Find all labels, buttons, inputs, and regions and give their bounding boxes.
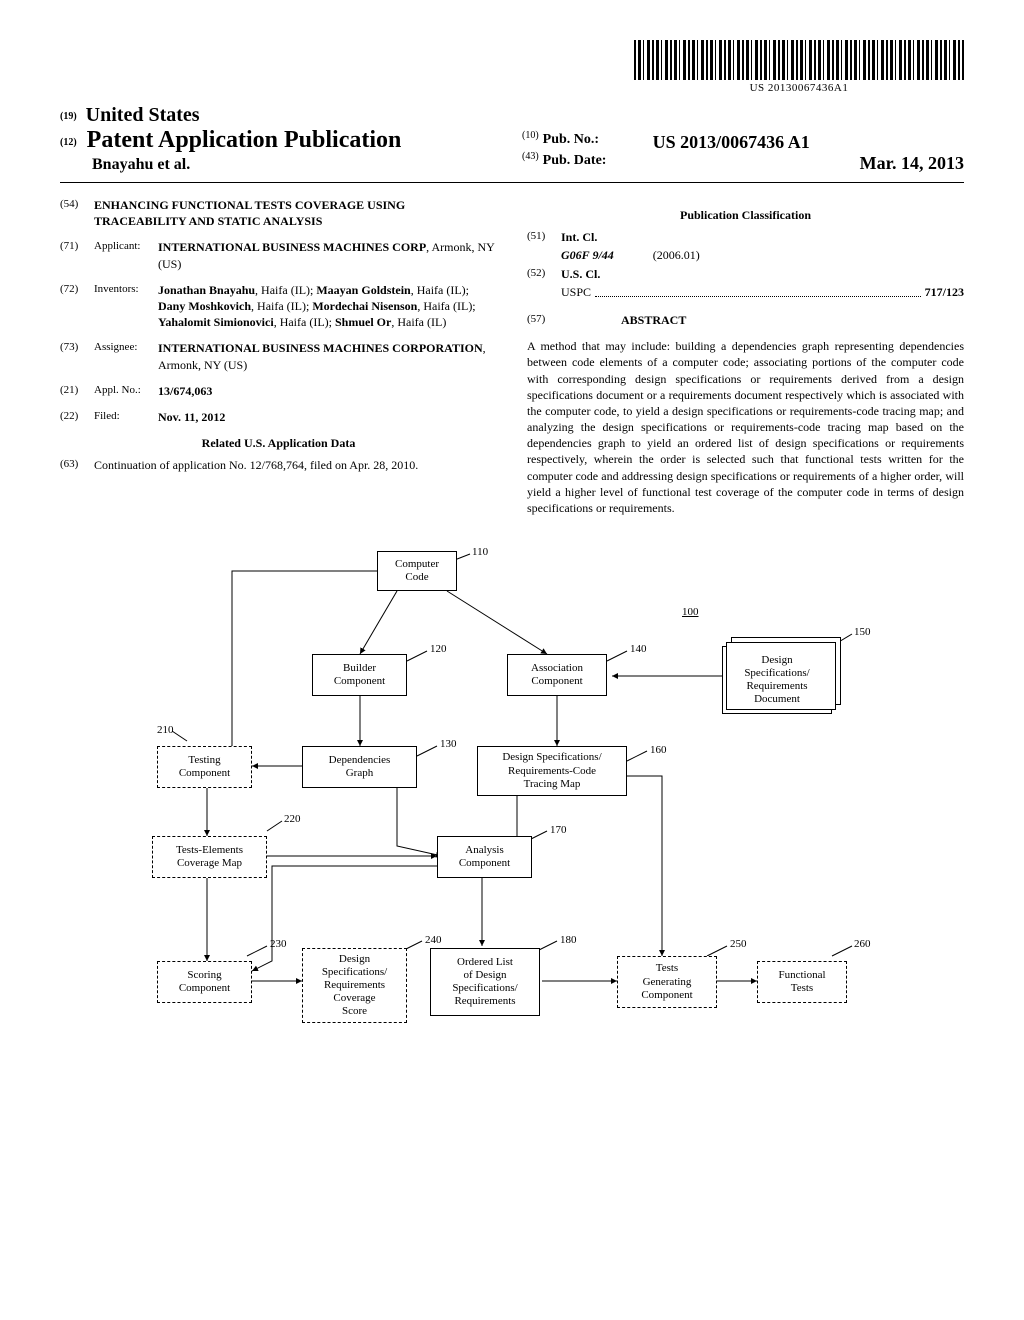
ref-210: 210	[157, 724, 174, 736]
title-num: (54)	[60, 197, 94, 229]
barcode	[634, 40, 964, 80]
left-column: (54) ENHANCING FUNCTIONAL TESTS COVERAGE…	[60, 197, 497, 516]
applicant-num: (71)	[60, 239, 94, 271]
abstract-label: ABSTRACT	[621, 312, 686, 328]
related-title: Related U.S. Application Data	[60, 435, 497, 451]
country-prefix: (19)	[60, 111, 77, 122]
ref-230: 230	[270, 938, 287, 950]
node-design-doc: DesignSpecifications/RequirementsDocumen…	[722, 646, 832, 714]
node-tracing-map: Design Specifications/Requirements-CodeT…	[477, 746, 627, 796]
pubno-value: US 2013/0067436 A1	[653, 132, 810, 153]
ref-170: 170	[550, 824, 567, 836]
uspc-label: USPC	[561, 284, 591, 300]
barcode-text: US 20130067436A1	[634, 82, 964, 94]
ref-260: 260	[854, 938, 871, 950]
bibliographic-columns: (54) ENHANCING FUNCTIONAL TESTS COVERAGE…	[60, 197, 964, 516]
filed-label: Filed:	[94, 409, 158, 425]
node-functional-tests: FunctionalTests	[757, 961, 847, 1003]
continuation-num: (63)	[60, 457, 94, 473]
pub-prefix: (12)	[60, 137, 77, 148]
intcl-num: (51)	[527, 229, 561, 245]
appl-label: Appl. No.:	[94, 383, 158, 399]
intcl-date: (2006.01)	[653, 248, 700, 262]
ref-120: 120	[430, 643, 447, 655]
pubdate-prefix: (43)	[522, 151, 539, 172]
assignee-name: INTERNATIONAL BUSINESS MACHINES CORPORAT…	[158, 341, 483, 355]
uscl-label: U.S. Cl.	[561, 266, 964, 282]
classification-title: Publication Classification	[527, 207, 964, 223]
inventors-list: Jonathan Bnayahu, Haifa (IL); Maayan Gol…	[158, 282, 497, 331]
ref-110: 110	[472, 546, 488, 558]
node-builder: BuilderComponent	[312, 654, 407, 696]
barcode-section: US 20130067436A1	[60, 40, 964, 94]
ref-150: 150	[854, 626, 871, 638]
uspc-value: 717/123	[925, 284, 964, 300]
country-name: United States	[86, 104, 200, 126]
inventors-num: (72)	[60, 282, 94, 331]
node-scoring: ScoringComponent	[157, 961, 252, 1003]
node-coverage-map: Tests-ElementsCoverage Map	[152, 836, 267, 878]
ref-220: 220	[284, 813, 301, 825]
header-row: (19) United States (12) Patent Applicati…	[60, 104, 964, 174]
filed-value: Nov. 11, 2012	[158, 409, 497, 425]
ref-140: 140	[630, 643, 647, 655]
node-computer-code: ComputerCode	[377, 551, 457, 591]
node-coverage-score: DesignSpecifications/RequirementsCoverag…	[302, 948, 407, 1023]
node-dependencies: DependenciesGraph	[302, 746, 417, 788]
applicant-name: INTERNATIONAL BUSINESS MACHINES CORP	[158, 240, 426, 254]
abstract-num: (57)	[527, 312, 561, 328]
intcl-code: G06F 9/44	[561, 248, 614, 262]
ref-240: 240	[425, 934, 442, 946]
ref-160: 160	[650, 744, 667, 756]
assignee-num: (73)	[60, 340, 94, 372]
abstract-text: A method that may include: building a de…	[527, 338, 964, 516]
node-testing: TestingComponent	[157, 746, 252, 788]
diagram: 100 ComputerCode 110 BuilderComponent 12…	[152, 546, 872, 1076]
pubno-prefix: (10)	[522, 130, 539, 151]
assignee-label: Assignee:	[94, 340, 158, 372]
node-association: AssociationComponent	[507, 654, 607, 696]
continuation-text: Continuation of application No. 12/768,7…	[94, 457, 497, 473]
inventors-label: Inventors:	[94, 282, 158, 331]
pubdate-label: Pub. Date:	[543, 153, 653, 174]
filed-num: (22)	[60, 409, 94, 425]
applicant-label: Applicant:	[94, 239, 158, 271]
appl-value: 13/674,063	[158, 383, 497, 399]
node-tests-gen: TestsGeneratingComponent	[617, 956, 717, 1008]
appl-num-code: (21)	[60, 383, 94, 399]
dots-leader	[595, 287, 921, 297]
invention-title: ENHANCING FUNCTIONAL TESTS COVERAGE USIN…	[94, 197, 497, 229]
ref-100: 100	[682, 606, 699, 618]
pubdate-value: Mar. 14, 2013	[860, 153, 964, 174]
right-column: Publication Classification (51) Int. Cl.…	[527, 197, 964, 516]
pub-title: Patent Application Publication	[87, 127, 402, 153]
intcl-label: Int. Cl.	[561, 229, 964, 245]
node-ordered-list: Ordered Listof DesignSpecifications/Requ…	[430, 948, 540, 1016]
uscl-num: (52)	[527, 266, 561, 282]
node-analysis: AnalysisComponent	[437, 836, 532, 878]
authors: Bnayahu et al.	[60, 156, 502, 174]
pubno-label: Pub. No.:	[543, 132, 653, 153]
ref-250: 250	[730, 938, 747, 950]
divider	[60, 182, 964, 183]
ref-130: 130	[440, 738, 457, 750]
ref-180: 180	[560, 934, 577, 946]
